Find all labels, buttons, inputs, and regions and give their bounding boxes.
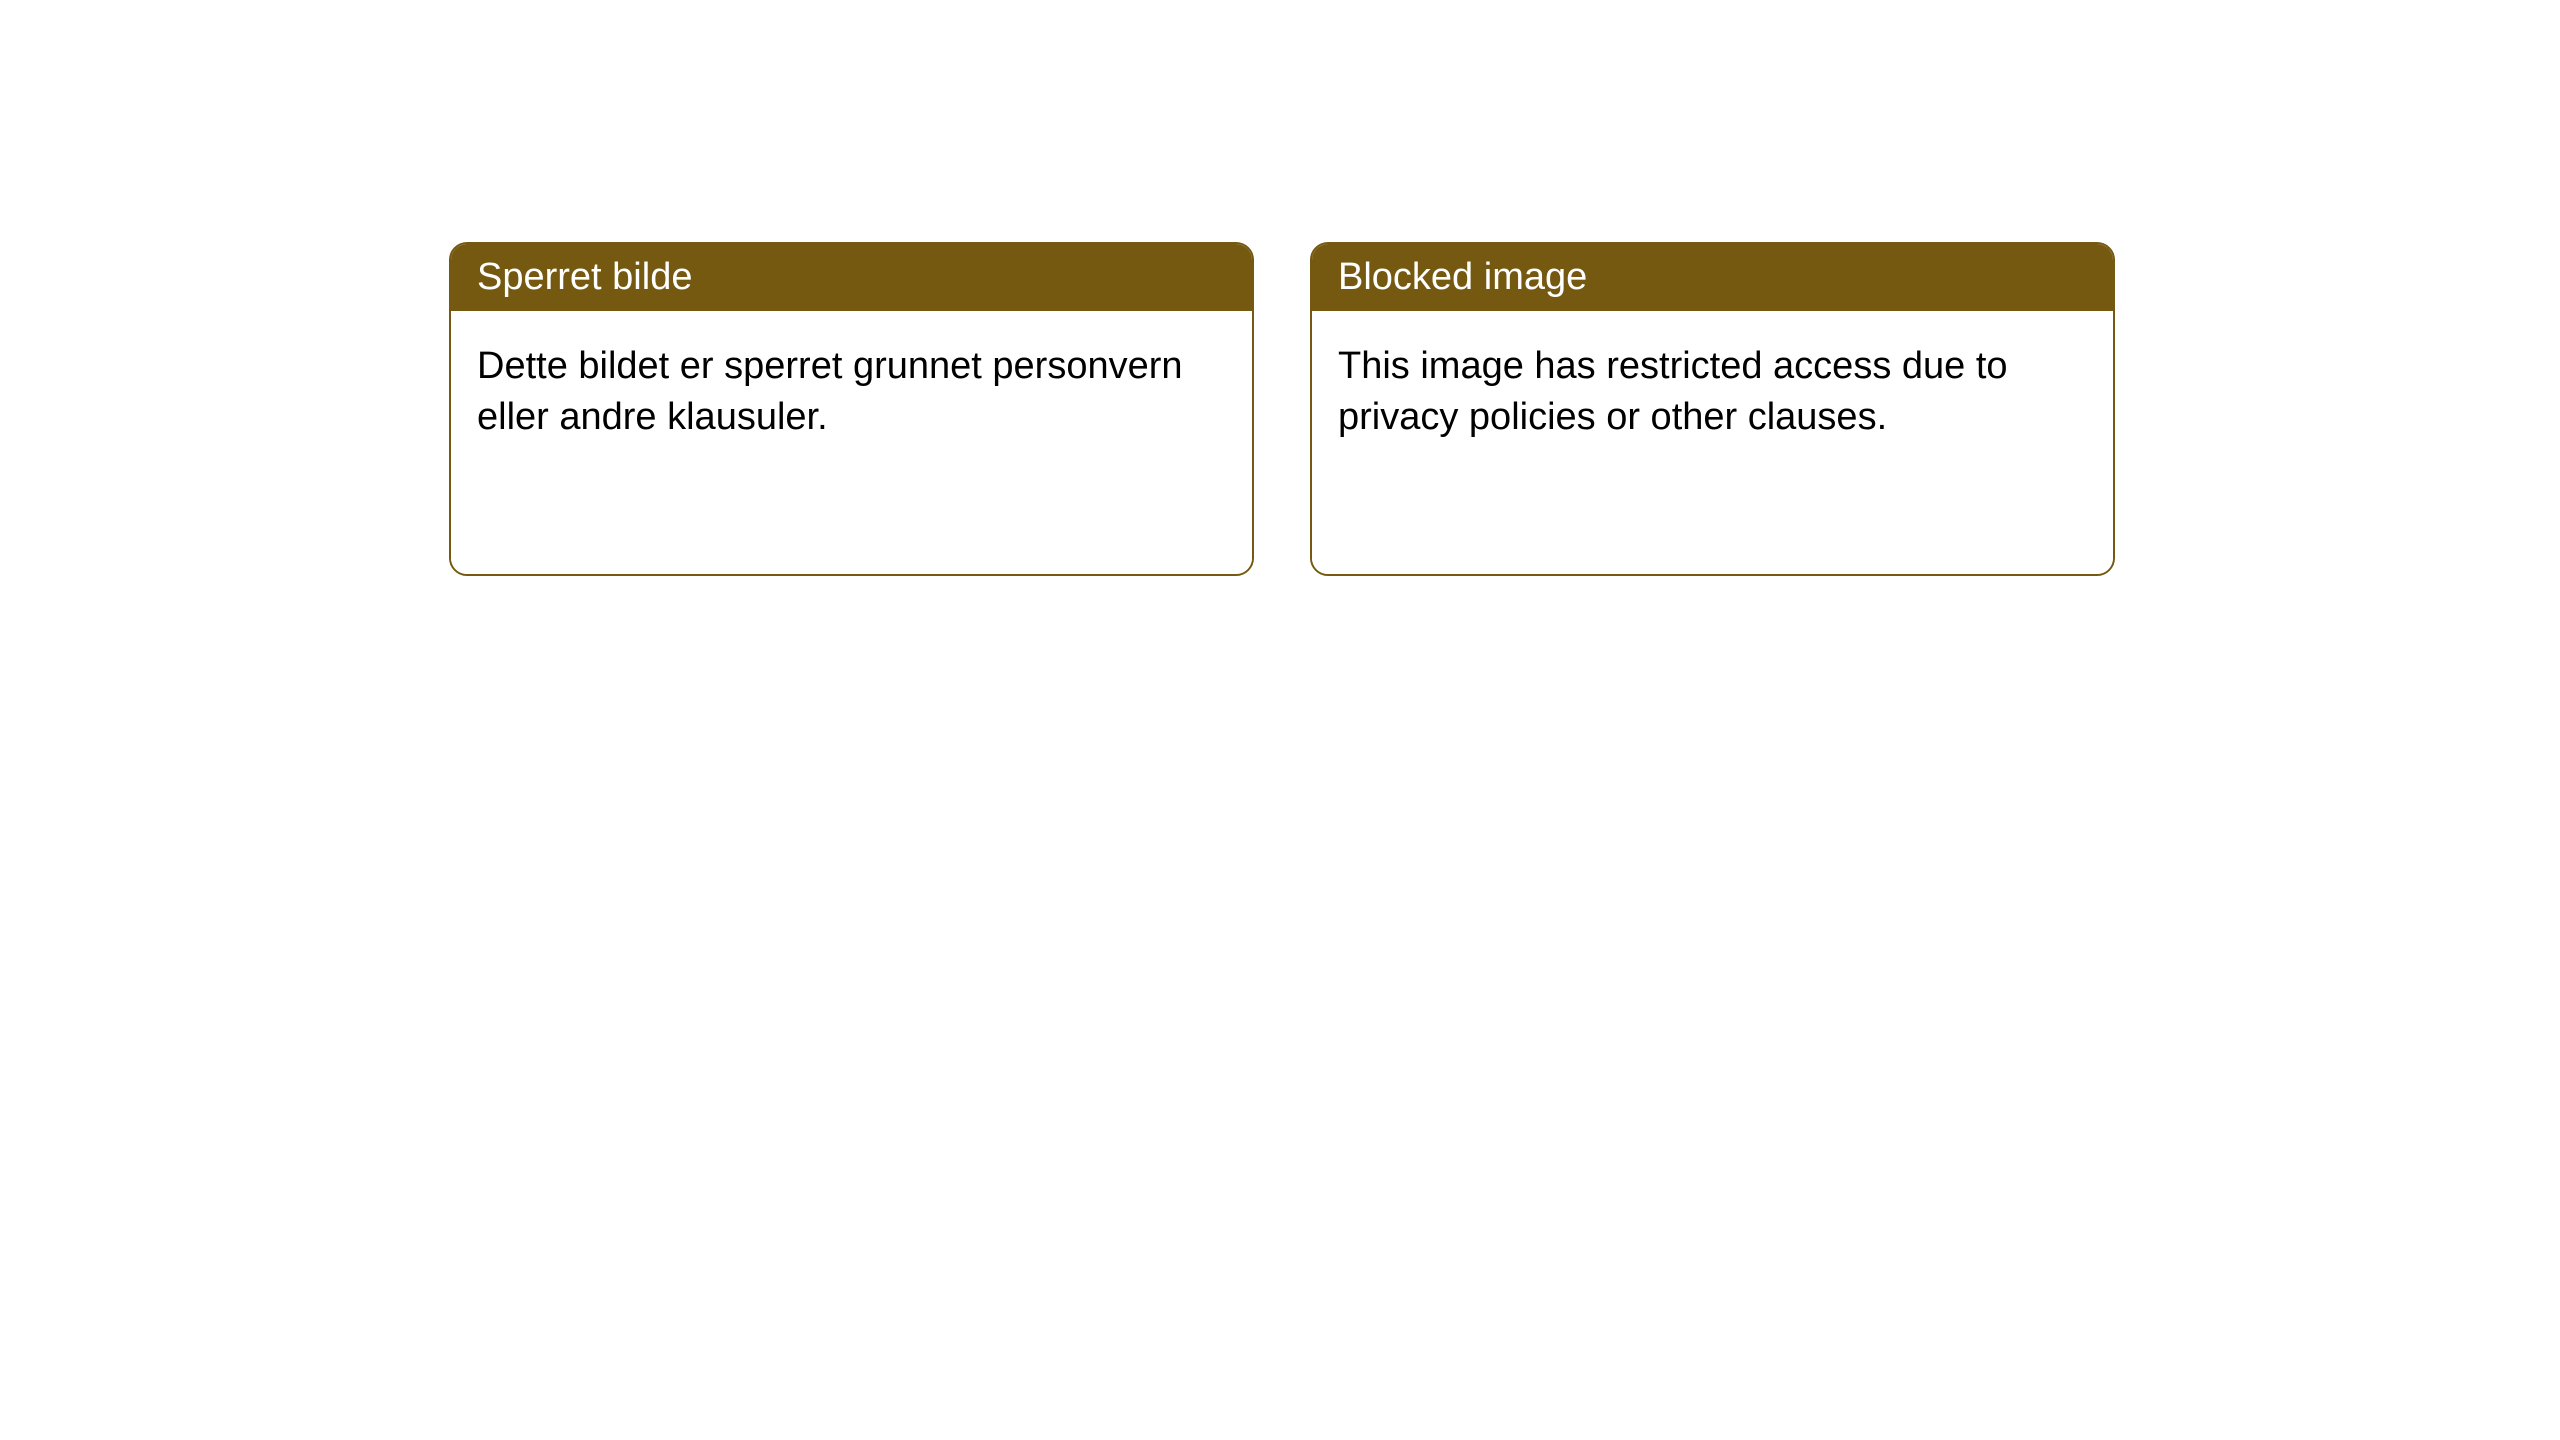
notice-card-norwegian: Sperret bilde Dette bildet er sperret gr… (449, 242, 1254, 576)
card-title: Blocked image (1338, 256, 1587, 298)
card-title: Sperret bilde (477, 256, 692, 298)
card-body-text: Dette bildet er sperret grunnet personve… (477, 345, 1183, 438)
card-body: Dette bildet er sperret grunnet personve… (451, 311, 1252, 574)
notice-cards-container: Sperret bilde Dette bildet er sperret gr… (449, 242, 2115, 576)
card-header: Sperret bilde (451, 244, 1252, 311)
card-header: Blocked image (1312, 244, 2113, 311)
card-body-text: This image has restricted access due to … (1338, 345, 2008, 438)
card-body: This image has restricted access due to … (1312, 311, 2113, 574)
notice-card-english: Blocked image This image has restricted … (1310, 242, 2115, 576)
